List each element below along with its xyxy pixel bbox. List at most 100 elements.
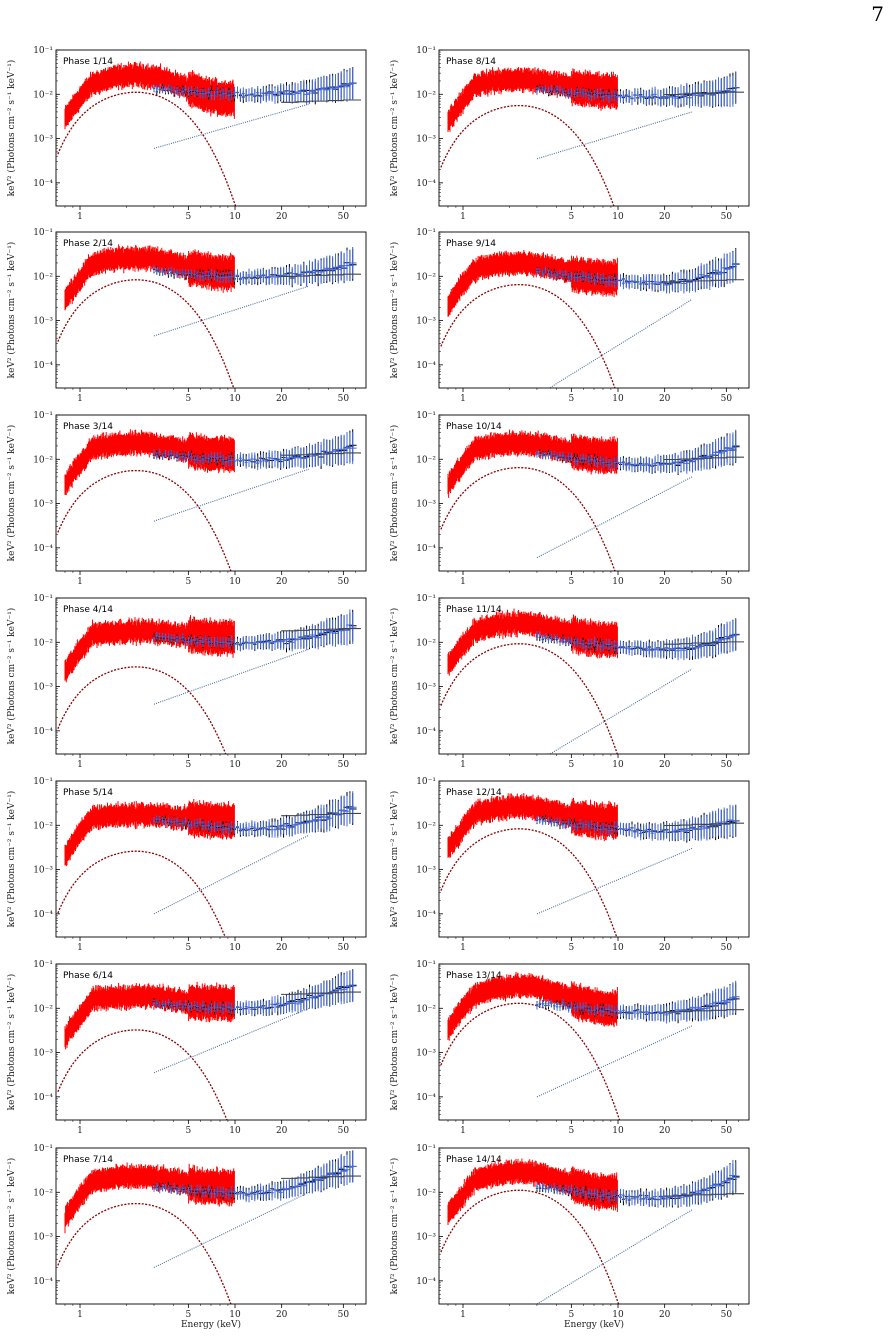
total-model-line [664,822,745,827]
blackbody-component-line [57,469,232,571]
spectrum-panel: 10⁻¹ 10⁻² 10⁻³ 10⁻⁴ 1 5 10 20 50 Phase 13/14 keV² … [389,960,750,1136]
x-tick-label: 5 [185,577,191,587]
x-tick-label: 10 [229,760,241,770]
y-axis-label: keV² (Photons cm⁻² s⁻¹ keV⁻¹) [6,974,17,1111]
total-model-line [281,99,362,103]
x-tick-label: 10 [612,943,624,953]
y-axis-label: keV² (Photons cm⁻² s⁻¹ keV⁻¹) [389,791,400,928]
x-tick-label: 50 [721,760,733,770]
blackbody-component-line [57,279,235,388]
spectrum-panel: 10⁻¹ 10⁻² 10⁻³ 10⁻⁴ 1 5 10 20 50 Phase 3/14 keV² (… [6,411,367,587]
plot-area [440,429,745,571]
x-tick-label: 20 [276,212,288,222]
y-tick-label: 10⁻² [416,638,436,648]
blackbody-component-line [57,91,237,206]
x-tick-label: 20 [659,1310,671,1320]
phase-label: Phase 8/14 [446,57,496,67]
plot-area [440,248,745,388]
y-tick-label: 10⁻⁴ [416,1093,436,1103]
y-tick-label: 10⁻³ [416,683,436,693]
x-tick-label: 50 [338,1126,350,1136]
x-tick-label: 5 [568,760,574,770]
total-model-line [664,641,745,645]
x-tick-label: 5 [185,1310,191,1320]
y-tick-label: 10⁻¹ [33,1144,53,1154]
x-tick-label: 10 [229,1310,241,1320]
y-tick-label: 10⁻² [33,1188,53,1198]
x-tick-label: 10 [229,943,241,953]
y-tick-label: 10⁻¹ [33,960,53,970]
y-tick-label: 10⁻⁴ [33,910,53,920]
phase-label: Phase 9/14 [446,239,496,249]
x-tick-label: 1 [77,577,83,587]
y-axis-label: keV² (Photons cm⁻² s⁻¹ keV⁻¹) [389,242,400,379]
x-tick-label: 5 [185,760,191,770]
spectrum-panel: 10⁻¹ 10⁻² 10⁻³ 10⁻⁴ 1 5 10 20 50 Phase 9/14 keV² (… [389,228,750,404]
x-tick-label: 5 [568,1126,574,1136]
x-tick-label: 1 [77,1310,83,1320]
x-tick-label: 5 [185,1126,191,1136]
powerlaw-component-line [153,1007,310,1074]
x-tick-label: 50 [338,577,350,587]
powerlaw-component-line [536,847,693,915]
y-tick-label: 10⁻⁴ [33,727,53,737]
y-tick-label: 10⁻⁴ [416,544,436,554]
total-model-line [664,279,745,283]
xmm-data-series [447,608,618,676]
x-tick-label: 1 [460,760,466,770]
x-tick-label: 50 [721,943,733,953]
y-tick-label: 10⁻⁴ [33,361,53,371]
x-tick-label: 50 [721,1310,733,1320]
y-axis-label: keV² (Photons cm⁻² s⁻¹ keV⁻¹) [389,608,400,745]
total-model-line [664,456,745,461]
y-tick-label: 10⁻² [33,455,53,465]
y-axis-label: keV² (Photons cm⁻² s⁻¹ keV⁻¹) [6,242,17,379]
phase-label: Phase 5/14 [63,788,113,798]
blackbody-component-line [440,643,619,754]
y-tick-label: 10⁻³ [416,135,436,145]
x-tick-label: 50 [721,577,733,587]
x-tick-label: 10 [612,577,624,587]
y-tick-label: 10⁻³ [33,1049,53,1059]
powerlaw-component-line [548,668,693,754]
plot-area [57,61,362,206]
spectrum-panel: 10⁻¹ 10⁻² 10⁻³ 10⁻⁴ 1 5 10 20 50 Phase 10/14 keV² … [389,411,750,587]
x-tick-label: 1 [460,212,466,222]
y-tick-label: 10⁻¹ [416,1144,436,1154]
phase-label: Phase 1/14 [63,57,113,67]
x-tick-label: 1 [460,1126,466,1136]
fpmb-data-series [152,970,357,1017]
x-axis-label: Energy (keV) [181,1319,241,1330]
x-tick-label: 10 [612,760,624,770]
powerlaw-component-line [153,834,310,915]
plot-area [440,67,745,206]
total-model-line [664,1193,745,1197]
plot-area [57,1150,362,1304]
y-tick-label: 10⁻⁴ [33,1277,53,1287]
blackbody-component-line [440,466,616,571]
y-tick-label: 10⁻¹ [416,777,436,787]
xmm-data-series [64,981,235,1050]
plot-area [440,608,745,754]
x-tick-label: 20 [276,943,288,953]
spectrum-panel: 10⁻¹ 10⁻² 10⁻³ 10⁻⁴ 1 5 10 20 50 Phase 4/14 keV² (… [6,594,367,770]
powerlaw-component-line [536,1025,693,1098]
x-tick-label: 10 [612,394,624,404]
x-tick-label: 50 [338,394,350,404]
fpmb-data-series [535,980,740,1024]
y-tick-label: 10⁻⁴ [33,179,53,189]
blackbody-component-line [57,1029,228,1120]
y-axis-label: keV² (Photons cm⁻² s⁻¹ keV⁻¹) [389,1158,400,1295]
x-tick-label: 50 [721,394,733,404]
phase-label: Phase 2/14 [63,239,113,249]
xmm-data-series [64,615,235,683]
plot-area [440,971,745,1120]
phase-label: Phase 6/14 [63,971,113,981]
x-tick-label: 5 [568,394,574,404]
spectrum-panel: 10⁻¹ 10⁻² 10⁻³ 10⁻⁴ 1 5 10 20 50 Phase 8/14 keV² (… [389,46,750,222]
plot-area [57,609,362,754]
x-tick-label: 1 [460,394,466,404]
phase-label: Phase 14/14 [446,1155,502,1165]
fpmb-data-series [152,67,357,105]
